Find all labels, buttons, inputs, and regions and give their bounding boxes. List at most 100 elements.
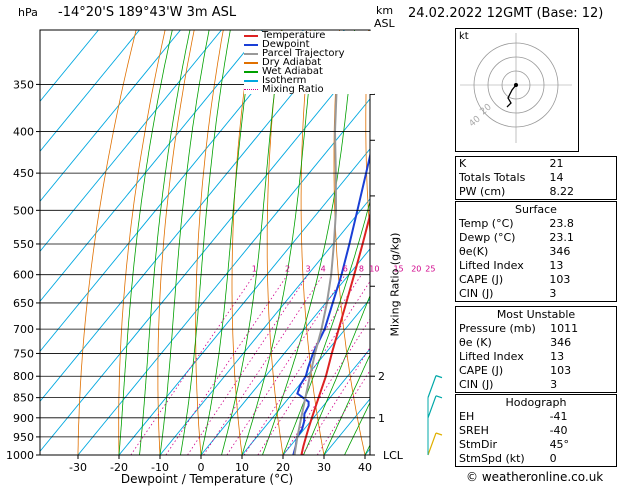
legend-label: Mixing Ratio bbox=[262, 84, 324, 95]
hodograph-storm-marker bbox=[514, 83, 518, 87]
surface-cin-label: CIN (J) bbox=[459, 287, 494, 300]
height-unit-label-asl: ASL bbox=[374, 17, 395, 30]
legend-item: Temperature bbox=[244, 31, 374, 41]
k-index-value: 21 bbox=[549, 157, 564, 170]
temperature-tick-label: 0 bbox=[198, 461, 205, 474]
wet-adiabat-line bbox=[323, 353, 370, 455]
legend-item: Mixing Ratio bbox=[244, 84, 374, 95]
pressure-tick-label: 600 bbox=[13, 269, 34, 282]
temperature-tick-label: -20 bbox=[110, 461, 128, 474]
temperature-tick-label: -30 bbox=[69, 461, 87, 474]
mixing-ratio-line bbox=[226, 274, 346, 455]
mixing-ratio-line bbox=[165, 274, 288, 455]
pressure-tick-label: 450 bbox=[13, 167, 34, 180]
pressure-tick-label: 900 bbox=[13, 412, 34, 425]
isotherm-line bbox=[40, 30, 263, 303]
mixing-ratio-label: 3 bbox=[306, 265, 311, 274]
legend-swatch bbox=[244, 52, 258, 55]
pressure-tick-label: 500 bbox=[13, 204, 34, 217]
isotherm-line bbox=[40, 30, 222, 253]
legend-swatch bbox=[244, 79, 258, 82]
mixing-ratio-line bbox=[203, 274, 324, 455]
x-axis-label: Dewpoint / Temperature (°C) bbox=[121, 472, 293, 486]
legend-label: Dry Adiabat bbox=[262, 57, 322, 68]
isotherm-line bbox=[118, 148, 370, 455]
isotherm-line bbox=[40, 30, 181, 203]
temperature-tick-label: 20 bbox=[276, 461, 290, 474]
mu-pressure-label: Pressure (mb) bbox=[459, 322, 536, 335]
most-unstable-table: Most Unstable Pressure (mb) 1011 θe (K) 34… bbox=[455, 306, 617, 393]
mu-cin-value: 3 bbox=[550, 378, 558, 391]
isotherm-line bbox=[40, 30, 345, 403]
wet-adiabat-line bbox=[180, 30, 231, 455]
stmdir-label: StmDir bbox=[459, 438, 498, 451]
legend-item: Wet Adiabat bbox=[244, 67, 374, 77]
wet-adiabat-line bbox=[364, 444, 370, 455]
pw-value: 8.22 bbox=[549, 185, 574, 198]
isotherm-line bbox=[40, 48, 370, 453]
series-dewpoint-line bbox=[292, 151, 370, 455]
legend-swatch bbox=[244, 43, 258, 46]
mu-li-label: Lifted Index bbox=[459, 350, 524, 363]
stmspd-value: 0 bbox=[549, 452, 557, 465]
most-unstable-title: Most Unstable bbox=[496, 308, 576, 321]
totals-totals-value: 14 bbox=[549, 171, 564, 184]
isotherm-line bbox=[200, 248, 370, 455]
km-tick-label: 1 bbox=[378, 412, 385, 425]
isotherm-line bbox=[40, 30, 140, 153]
skewt-chart: 3504004505005506006507007508008509009501… bbox=[6, 29, 447, 486]
pw-label: PW (cm) bbox=[459, 185, 506, 198]
surface-cape-value: 103 bbox=[549, 273, 571, 286]
mixing-ratio-label: 2 bbox=[285, 265, 290, 274]
surface-theta-label: θe(K) bbox=[459, 245, 489, 258]
legend-swatch bbox=[244, 61, 258, 64]
pressure-tick-label: 750 bbox=[13, 347, 34, 360]
mixing-ratio-label: 25 bbox=[425, 265, 435, 274]
surface-temp-label: Temp (°C) bbox=[459, 217, 514, 230]
wind-barb-flag bbox=[435, 432, 443, 436]
pressure-tick-label: 400 bbox=[13, 126, 34, 139]
wind-barb bbox=[427, 432, 443, 456]
mixing-ratio-label: 1 bbox=[252, 265, 257, 274]
mu-li-value: 13 bbox=[550, 350, 565, 363]
surface-dewp-label: Dewp (°C) bbox=[459, 231, 516, 244]
surface-title: Surface bbox=[515, 203, 557, 216]
copyright-footer: © weatheronline.co.uk bbox=[466, 470, 604, 484]
surface-temp-value: 23.8 bbox=[549, 217, 574, 230]
indices-table: K 21 Totals Totals 14 PW (cm) 8.22 bbox=[455, 156, 617, 200]
mu-theta-value: 346 bbox=[550, 336, 572, 349]
legend-label: Isotherm bbox=[262, 75, 307, 86]
wind-barb-flag bbox=[435, 375, 443, 379]
pressure-tick-label: 800 bbox=[13, 370, 34, 383]
dry-adiabat-line bbox=[397, 30, 447, 455]
mu-cin-label: CIN (J) bbox=[459, 378, 494, 391]
location-title: -14°20'S 189°43'W 3m ASL bbox=[58, 5, 237, 20]
legend-label: Dewpoint bbox=[262, 39, 310, 50]
series-temperature-line bbox=[300, 211, 370, 455]
temperature-tick-label: 10 bbox=[235, 461, 249, 474]
mixing-ratio-line bbox=[257, 280, 370, 455]
legend-swatch bbox=[244, 89, 258, 90]
surface-cin-value: 3 bbox=[549, 287, 557, 300]
hodograph-table: Hodograph EH -41 SREH -40 StmDir 45° StmSpd… bbox=[455, 394, 617, 467]
surface-table: Surface Temp (°C) 23.8 Dewp (°C) 23.1 θe(K… bbox=[455, 201, 617, 302]
hodograph-unit-label: kt bbox=[459, 31, 469, 42]
wet-adiabat-line bbox=[159, 30, 210, 455]
wet-adiabat-line bbox=[344, 401, 370, 455]
mixing-ratio-line bbox=[316, 369, 370, 455]
temperature-tick-label: 30 bbox=[317, 461, 331, 474]
isotherm-line bbox=[77, 98, 370, 455]
mixing-ratio-label: 6 bbox=[343, 265, 348, 274]
pressure-tick-label: 700 bbox=[13, 323, 34, 336]
stmdir-value: 45° bbox=[549, 438, 570, 451]
wind-barb bbox=[427, 395, 443, 419]
plot-area bbox=[40, 30, 447, 455]
wind-barb-staff bbox=[427, 432, 437, 456]
hodograph-trace bbox=[506, 84, 517, 108]
surface-li-label: Lifted Index bbox=[459, 259, 524, 272]
temperature-tick-label: 40 bbox=[358, 461, 372, 474]
dry-adiabat-line bbox=[365, 30, 370, 239]
legend-item: Isotherm bbox=[244, 75, 374, 86]
hodograph-table-title: Hodograph bbox=[505, 396, 567, 409]
